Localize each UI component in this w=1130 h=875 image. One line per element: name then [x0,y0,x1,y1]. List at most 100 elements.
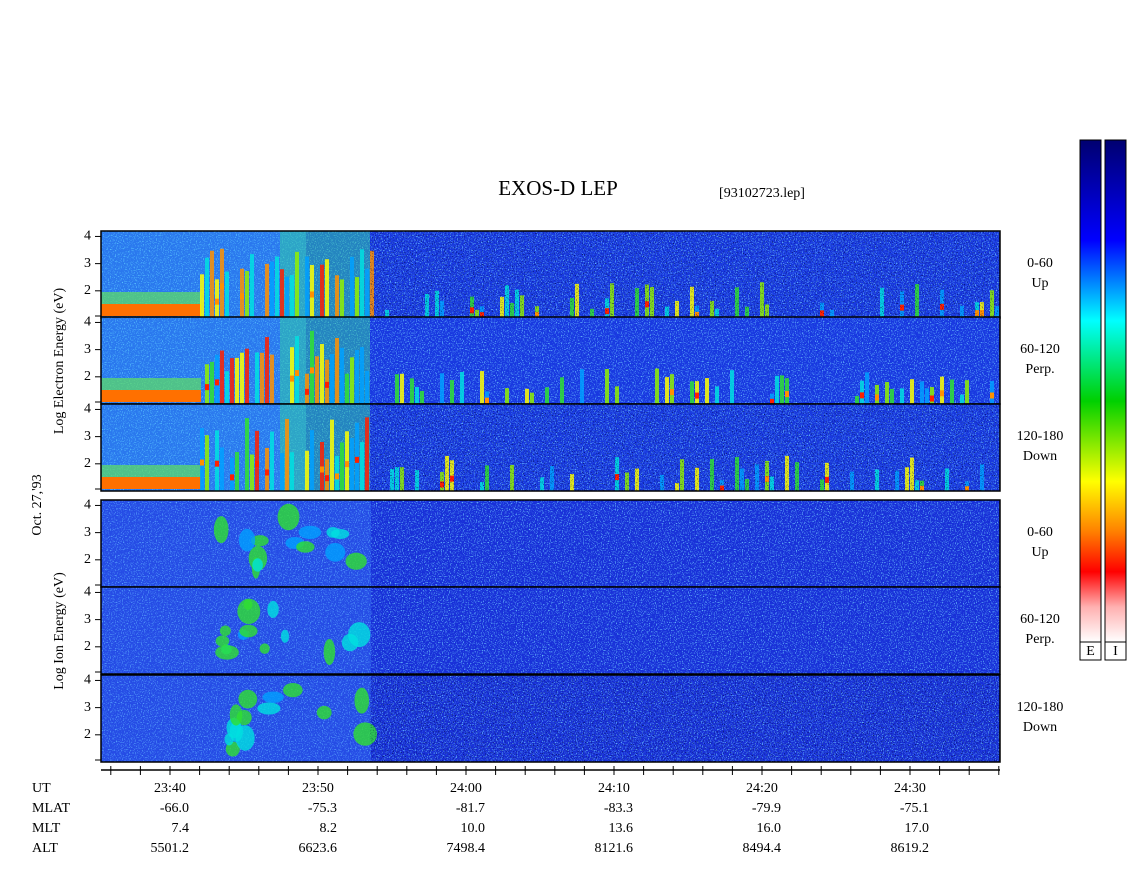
y-tick-label: 3 [84,429,91,444]
streak [605,368,609,404]
streak [205,257,209,318]
streak [200,274,204,318]
hot-spot [325,381,329,388]
x-tick-label: 24:20 [746,781,778,796]
streak [220,350,224,404]
hot-spot [785,391,789,398]
streak [225,271,229,318]
orbit-value: 6623.6 [299,841,338,856]
blob [219,625,231,637]
hot-spot [200,459,204,466]
orbit-value: -79.9 [752,801,781,816]
streak [290,452,294,491]
direction: Down [1023,449,1057,464]
spectrogram [101,587,1000,674]
hot-spot [265,469,269,476]
date: Oct. 27,'93 [30,474,45,535]
blob [239,624,258,638]
hot-spot [670,389,674,396]
streak [930,387,934,404]
blob [345,552,367,570]
y-tick-label: 2 [84,727,91,742]
blob [354,687,370,714]
streak [395,374,399,404]
panel-frame [100,403,1001,492]
streak [250,254,254,318]
direction: Perp. [1025,632,1054,647]
y-tick-label: 4 [84,585,91,600]
streak [360,442,364,491]
x-tick-label: 24:10 [598,781,630,796]
streak [240,352,244,404]
streak [325,259,329,318]
streak [340,279,344,318]
streak [215,430,219,491]
streak [285,418,289,491]
streak [285,276,289,318]
streak [450,380,454,404]
y-tick-label: 3 [84,342,91,357]
color-bar [1079,139,1102,643]
direction: Up [1031,276,1048,291]
streak [415,387,419,404]
blob [238,528,256,552]
hot-spot [290,375,294,382]
orbit-value: 8.2 [320,821,338,836]
spectrogram [101,317,1000,404]
streak [960,394,964,404]
blob [298,525,322,539]
hot-spot [695,392,699,399]
streak [350,438,354,491]
hot-spot [940,390,944,397]
pitch-angle: 0-60 [1027,525,1053,540]
streak [330,419,334,491]
hot-spot [875,394,879,401]
spectrogram [101,675,1000,762]
dark-noise [370,404,1000,491]
y-tick-label: 3 [84,612,91,627]
y-tick-label: 2 [84,456,91,471]
orbit-value: 7498.4 [447,841,486,856]
blob [229,704,243,726]
orbit-value: 16.0 [757,821,782,836]
pitch-angle: 0-60 [1027,256,1053,271]
streak [305,450,309,491]
orbit-value: -83.3 [604,801,633,816]
streak [260,352,264,404]
streak [265,263,269,318]
streak [780,375,784,404]
streak [885,381,889,404]
pitch-angle: 120-180 [1017,429,1064,444]
hot-spot [930,395,934,402]
y-tick-label: 3 [84,700,91,715]
panel-frame [100,674,1001,763]
streak [220,447,224,491]
color-bar-label: E [1086,644,1095,659]
streak [305,256,309,318]
color-bar-label: I [1113,644,1118,659]
hot-spot [310,367,314,374]
streak [210,361,214,404]
streak [505,388,509,404]
y-tick-label: 2 [84,369,91,384]
blob [316,705,332,720]
blob [283,682,303,698]
streak [340,442,344,491]
low-band [101,292,201,304]
spectrogram-body [101,404,1000,491]
streak [360,347,364,404]
hot-spot [215,460,219,467]
noise [101,317,1000,404]
y-tick-label: 4 [84,315,91,330]
streak [270,261,274,318]
spectrogram-body [101,500,1000,587]
blob [224,733,234,746]
pitch-angle: 120-180 [1017,700,1064,715]
streak [525,388,529,404]
spectrogram-body [101,675,1000,762]
streak [235,357,239,404]
streak [890,388,894,404]
blob [238,689,258,709]
blob [252,558,263,572]
